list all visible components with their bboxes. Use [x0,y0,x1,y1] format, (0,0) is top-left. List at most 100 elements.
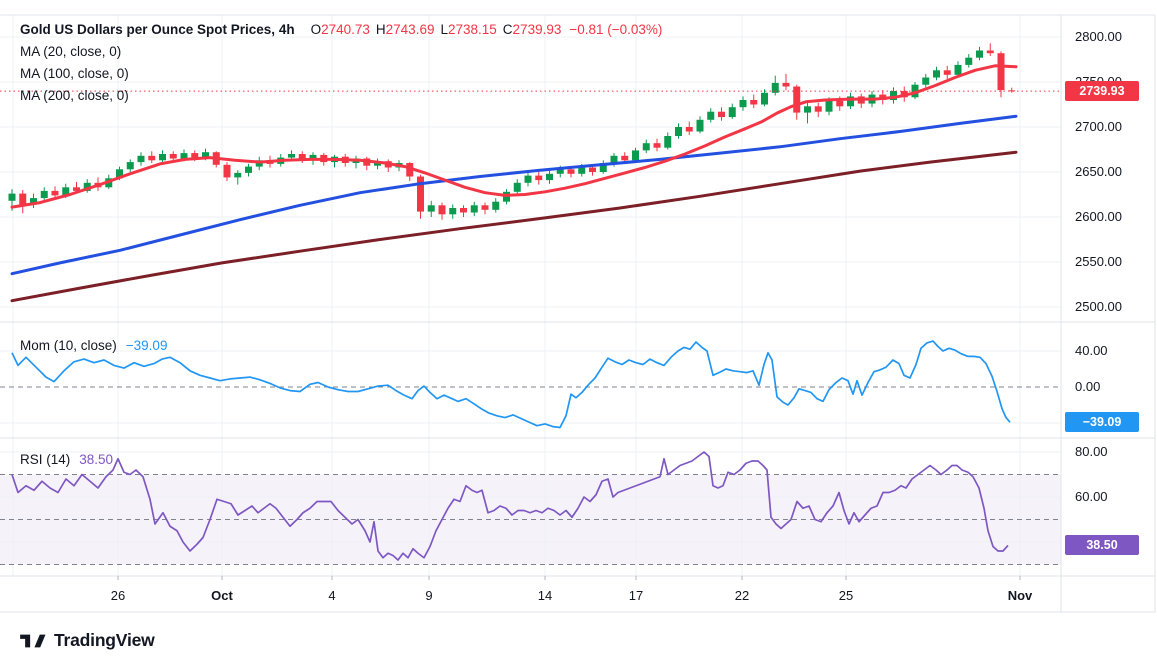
time-tick-label: 26 [110,588,126,603]
candle-body [825,100,833,112]
rsi-legend[interactable]: RSI (14) 38.50 [20,452,113,467]
candle-body [997,53,1005,91]
ma-20-label[interactable]: MA (20, close, 0) [20,44,122,59]
ohlc-close-value: 2739.93 [512,22,562,37]
price-tick-label: 2600.00 [1075,209,1122,224]
candle-body [761,92,768,105]
candle-body [51,190,59,196]
candle-body [632,150,639,161]
candle-body [83,182,91,191]
rsi-tick-label: 60.00 [1075,489,1108,504]
candle-body [288,154,295,158]
candle-body [126,162,134,170]
time-tick-label: 4 [328,588,336,603]
candle-body [298,154,306,160]
rsi-line [11,451,1009,561]
candle-body [567,169,575,174]
candle-body [116,169,123,179]
candle-body [40,190,48,199]
momentum-legend[interactable]: Mom (10, close) −39.09 [20,338,167,353]
candle-body [976,50,983,58]
candle-body [718,111,725,118]
candle-body [599,163,607,172]
candle-body [653,143,661,148]
time-tick-label: Oct [211,588,233,603]
ohlc-open-value: 2740.73 [321,22,370,37]
time-tick-label: 22 [734,588,750,603]
candle-body [836,100,844,107]
candle-body [492,201,500,210]
candle-body [847,96,854,107]
candle-body [578,167,586,174]
candle-body [148,155,156,161]
candle-body [417,176,424,212]
price-tick-label: 2700.00 [1075,119,1122,134]
ohlc-open-label: O [310,22,322,37]
candle-body [535,175,543,181]
tradingview-logo[interactable]: TradingView [20,630,155,651]
candle-body [890,91,897,100]
ohlc-close-label: C [502,22,513,37]
candle-body [62,187,70,196]
candle-body [771,82,779,93]
candle-body [406,163,414,177]
momentum-tick-label: 40.00 [1075,343,1108,358]
candle-body [159,154,166,161]
momentum-label: Mom (10, close) [20,338,117,353]
candle-body [621,155,629,161]
candle-body [589,167,596,172]
candle-body [427,205,435,212]
candle-body [449,208,457,215]
candle-body [922,77,930,85]
candle-body [309,154,317,160]
time-tick-label: Nov [1007,588,1033,603]
ma-100-line [10,114,1018,276]
momentum-value: −39.09 [125,338,168,353]
candle-body [30,198,37,205]
time-tick-label: 9 [425,588,433,603]
price-tick-label: 2500.00 [1075,299,1122,314]
rsi-tick-label: 80.00 [1075,444,1108,459]
candle-body [169,154,177,159]
ohlc-low-label: L [440,22,448,37]
last-price-badge: 2739.93 [1065,81,1139,102]
tradingview-mark-icon [20,634,46,647]
symbol-legend-row[interactable]: Gold US Dollars per Ounce Spot Prices, 4… [20,22,662,37]
candle-body [234,172,242,178]
candle-body [73,187,80,191]
candle-body [814,106,822,112]
momentum-last-badge: −39.09 [1065,412,1139,433]
candle-body [438,205,446,215]
candle-body [481,205,489,210]
candle-body [804,106,811,113]
candle-body [180,153,188,159]
candle-body [707,111,715,120]
candle-body [1008,90,1016,92]
candle-body [470,205,478,213]
symbol-title: Gold US Dollars per Ounce Spot Prices, 4… [20,22,295,37]
candle-body [245,166,252,173]
ma-200-label[interactable]: MA (200, close, 0) [20,88,129,103]
candle-body [943,70,951,75]
candle-body [664,136,672,148]
tradingview-logo-text: TradingView [54,630,155,650]
ohlc-high-value: 2743.69 [385,22,435,37]
candle-body [137,155,145,163]
candle-body [685,127,693,132]
candle-body [675,127,682,136]
candle-body [546,173,553,181]
candle-body [610,155,618,163]
ma-200-line [10,150,1018,303]
ma-100-label[interactable]: MA (100, close, 0) [20,66,129,81]
candle-body [728,107,736,118]
candle-body [696,119,704,132]
candle-body [19,193,27,205]
candle-body [524,175,532,183]
candle-body [513,182,521,192]
candle-body [8,193,16,201]
candle-body [191,153,199,158]
candle-body [556,169,564,174]
rsi-label: RSI (14) [20,452,71,467]
ohlc-high-label: H [375,22,386,37]
